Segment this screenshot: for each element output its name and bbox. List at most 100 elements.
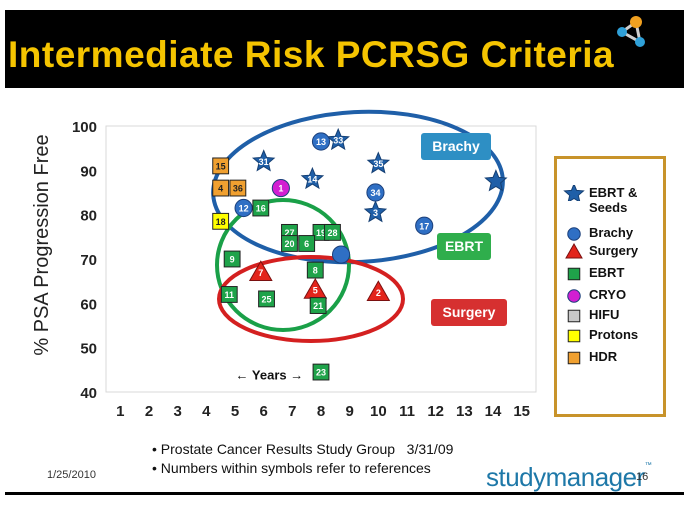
point-label: 34 (370, 188, 380, 198)
square-marker (309, 297, 327, 314)
brand-trademark: ™ (644, 462, 652, 469)
slide-title: Intermediate Risk PCRSG Criteria (8, 34, 615, 75)
x-tick-label: 15 (513, 403, 530, 420)
x-tick-label: 14 (485, 403, 502, 420)
star-marker (366, 151, 391, 174)
point-label: 17 (419, 221, 429, 231)
circle-marker (567, 289, 581, 303)
footer-divider (5, 492, 684, 495)
footer-date: 1/25/2010 (47, 469, 96, 481)
studymanager-logo: studymanager™ (486, 462, 652, 493)
data-point-ebrt: 35 (366, 151, 391, 174)
star-marker (326, 127, 350, 151)
point-label: 20 (284, 239, 294, 249)
star-marker (484, 169, 508, 192)
square-marker (312, 363, 330, 381)
point-label: 35 (373, 159, 383, 169)
legend-item: CRYO (563, 287, 626, 303)
x-tick-label: 4 (202, 403, 211, 420)
square-marker (258, 290, 275, 308)
legend-item: HDR (563, 349, 617, 365)
legend-symbol (565, 243, 583, 259)
legend-label: EBRT (589, 265, 625, 280)
point-label: 25 (262, 294, 272, 304)
data-point-hdr: 36 (229, 179, 247, 197)
legend-symbol (567, 267, 581, 281)
x-tick-label: 2 (145, 403, 153, 420)
page-number: 16 (636, 471, 649, 483)
brand-name: studymanager (486, 462, 645, 492)
y-tick-label: 40 (80, 385, 97, 402)
data-point-ebrt: 28 (324, 223, 341, 241)
point-label: 28 (327, 228, 337, 238)
molecule-logo-icon (617, 16, 645, 47)
x-tick-label: 13 (456, 403, 473, 420)
data-point-brachy: 13 (311, 132, 331, 151)
group-tag-ebrt (437, 233, 491, 260)
legend-symbol (563, 185, 585, 201)
group-tag-brachy (421, 133, 491, 160)
x-tick-label: 3 (173, 403, 181, 420)
square-marker (212, 179, 230, 197)
star-marker (363, 200, 388, 223)
group-ellipse-surgery (217, 255, 405, 343)
point-label: 2 (376, 288, 381, 298)
circle-marker (366, 183, 385, 202)
data-point-ebrt: 21 (309, 297, 327, 314)
square-marker (567, 351, 581, 365)
square-marker (567, 329, 581, 343)
legend-label: HIFU (589, 307, 620, 322)
data-point-cryo: 1 (271, 178, 290, 198)
x-tick-label: 11 (399, 403, 415, 420)
legend-symbol (567, 227, 581, 241)
star-marker (563, 185, 585, 201)
circle-marker (567, 227, 581, 241)
data-point-ebrt: 23 (312, 363, 330, 381)
point-label: 21 (313, 301, 323, 311)
triangle-marker (248, 260, 273, 282)
legend-symbol (567, 329, 581, 343)
square-marker (567, 267, 581, 281)
point-label: 14 (307, 175, 317, 185)
point-label: 33 (333, 136, 343, 146)
group-tag-label: EBRT (445, 238, 484, 254)
y-tick-label: 70 (80, 252, 97, 269)
y-axis-label: % PSA Progression Free (31, 134, 53, 355)
slide-notes: • Prostate Cancer Results Study Group 3/… (152, 440, 453, 478)
square-marker (252, 199, 270, 217)
data-point-ebrt: 14 (300, 166, 325, 190)
y-tick-label: 80 (80, 208, 97, 225)
legend-label: EBRT & Seeds (589, 185, 638, 215)
point-label: 19 (316, 228, 326, 238)
x-tick-label: 7 (288, 403, 296, 420)
x-tick-label: 9 (345, 403, 353, 420)
point-label: 12 (239, 204, 249, 214)
data-point-ebrt: 6 (298, 235, 316, 252)
data-point-hdr: 15 (212, 157, 230, 175)
circle-marker (271, 178, 290, 198)
point-label: 4 (218, 184, 223, 194)
circle-marker (415, 216, 434, 235)
star-marker (251, 149, 276, 172)
data-point-surgery: 2 (366, 280, 391, 301)
legend-item: Surgery (563, 243, 638, 259)
data-point-hdr: 4 (212, 179, 230, 197)
triangle-marker (565, 243, 583, 259)
point-label: 18 (216, 217, 226, 227)
legend-label: HDR (589, 349, 618, 364)
square-marker (212, 157, 230, 175)
group-tag-label: Surgery (443, 304, 496, 320)
point-label: 7 (258, 268, 263, 278)
point-label: 36 (233, 184, 243, 194)
data-point-ebrt (484, 169, 508, 192)
square-marker (229, 179, 247, 197)
legend-symbol (567, 351, 581, 365)
group-ellipse-ebrt (215, 198, 351, 332)
circle-marker (234, 198, 253, 218)
data-point-ebrt: 16 (252, 199, 270, 217)
point-label: 16 (256, 204, 266, 214)
square-marker (324, 223, 341, 241)
square-marker (212, 212, 230, 230)
point-label: 27 (284, 228, 294, 238)
